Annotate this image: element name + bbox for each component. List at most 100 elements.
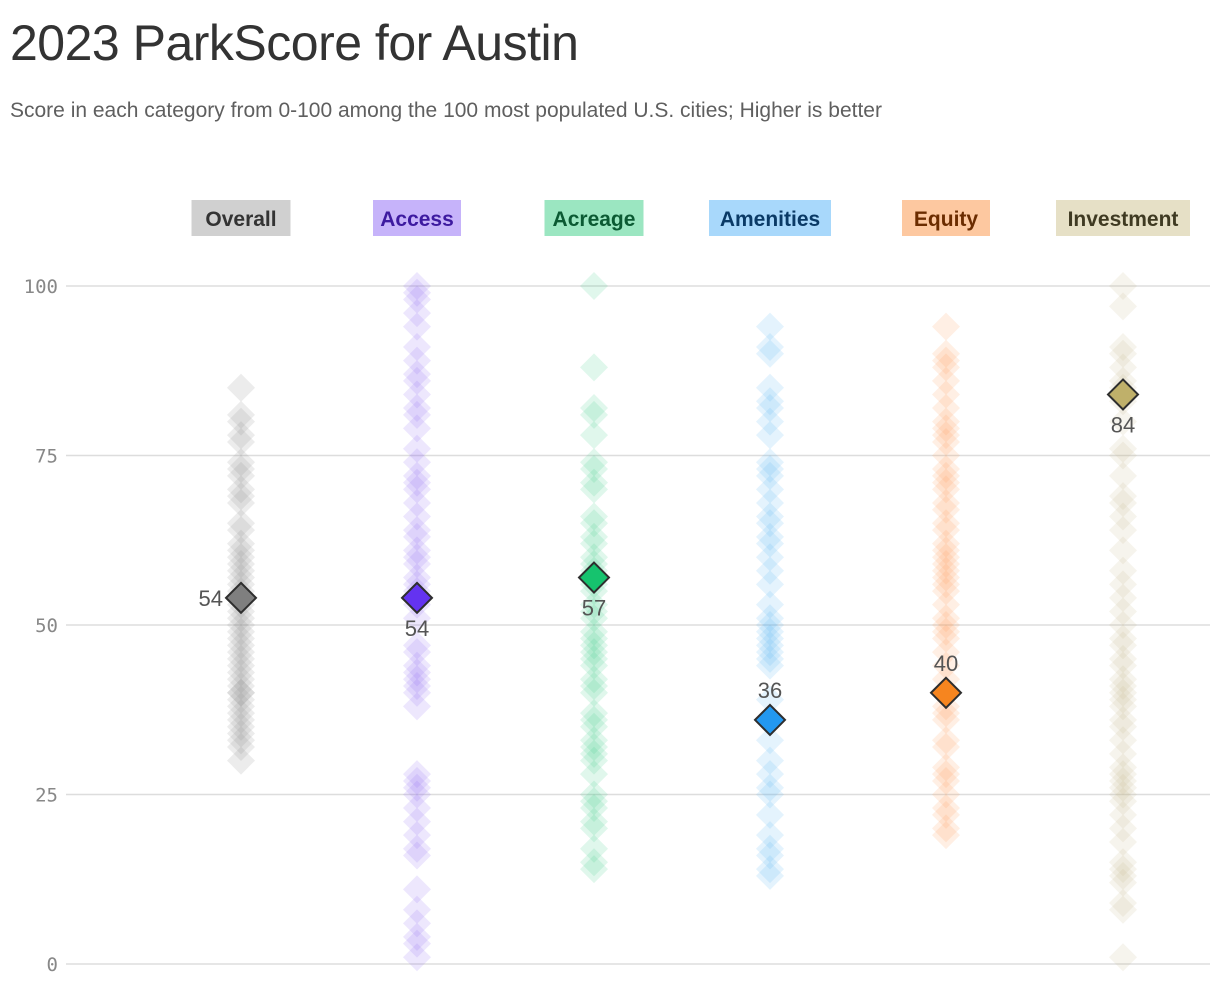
city-dot: [227, 516, 255, 545]
city-dot: [932, 577, 960, 606]
y-tick-label: 75: [35, 446, 58, 468]
city-dot: [1109, 739, 1137, 768]
city-dot: [403, 285, 431, 314]
city-dot: [1109, 556, 1137, 585]
city-dot: [580, 726, 608, 755]
city-dot: [1109, 855, 1137, 884]
austin-value-label: 84: [1111, 412, 1135, 437]
city-dot: [403, 414, 431, 443]
city-dot: [227, 563, 255, 592]
city-dot: [403, 502, 431, 531]
city-dot: [756, 631, 784, 660]
austin-value-label: 36: [758, 678, 782, 703]
city-dot: [227, 685, 255, 714]
category-header-bg: [902, 200, 990, 236]
city-dot: [932, 414, 960, 443]
city-dot: [932, 427, 960, 456]
city-dot: [227, 624, 255, 653]
city-dot: [1109, 943, 1137, 972]
city-dot: [756, 841, 784, 870]
city-dot: [580, 529, 608, 558]
city-dot: [403, 929, 431, 958]
city-dot: [756, 604, 784, 633]
city-dot: [1109, 292, 1137, 321]
city-dot: [227, 455, 255, 484]
y-tick-label: 25: [35, 785, 58, 807]
city-dot: [932, 611, 960, 639]
city-dot: [580, 678, 608, 707]
city-dot: [580, 855, 608, 884]
city-dot: [756, 333, 784, 362]
city-dot: [756, 590, 784, 619]
austin-value-label: 40: [934, 651, 958, 676]
city-dot: [756, 638, 784, 667]
city-dot: [932, 794, 960, 823]
city-dot: [932, 407, 960, 436]
category-header: Amenities: [720, 208, 820, 231]
city-dot: [932, 570, 960, 599]
city-dot: [403, 834, 431, 863]
city-dot: [227, 611, 255, 639]
city-dot: [1109, 461, 1137, 490]
city-dot: [756, 455, 784, 484]
city-dot: [756, 407, 784, 436]
city-dot: [932, 624, 960, 653]
category-header: Equity: [914, 208, 978, 231]
city-dot: [403, 461, 431, 490]
city-dot: [1109, 726, 1137, 755]
city-dot: [756, 834, 784, 863]
city-dot: [756, 339, 784, 368]
city-dot: [580, 543, 608, 572]
city-dot: [580, 353, 608, 382]
city-dot: [756, 746, 784, 775]
city-dot: [932, 651, 960, 680]
city-dot: [932, 536, 960, 565]
city-dot: [1109, 651, 1137, 680]
y-axis-ticks: 0 25 50 75 100: [24, 276, 58, 976]
city-dot: [403, 346, 431, 375]
city-dot: [227, 509, 255, 538]
city-dot: [227, 400, 255, 429]
city-dot: [403, 672, 431, 701]
city-dot: [1109, 339, 1137, 368]
city-dot: [756, 726, 784, 755]
city-dot: [227, 651, 255, 680]
city-dot: [580, 651, 608, 680]
city-dot: [580, 794, 608, 823]
city-dot: [580, 604, 608, 633]
city-dot: [1109, 672, 1137, 701]
category-header-bg: [373, 200, 461, 236]
city-dot: [756, 448, 784, 477]
city-dot: [403, 760, 431, 789]
city-dot: [580, 638, 608, 667]
city-dot: [227, 665, 255, 694]
city-dot: [403, 658, 431, 687]
city-dot: [932, 733, 960, 762]
city-dot: [227, 536, 255, 565]
austin-marker: [577, 561, 611, 594]
city-dot: [756, 760, 784, 789]
city-dot: [403, 522, 431, 551]
y-tick-label: 50: [35, 615, 58, 637]
city-dot: [580, 834, 608, 863]
city-dot: [1109, 611, 1137, 639]
city-dot: [403, 875, 431, 904]
city-dot: [756, 488, 784, 517]
city-dot: [403, 278, 431, 307]
city-dot: [1109, 597, 1137, 626]
austin-marker: [400, 581, 434, 615]
city-dot: [403, 909, 431, 938]
city-dot: [227, 617, 255, 646]
city-dot: [580, 455, 608, 484]
city-dot: [1109, 624, 1137, 653]
austin-value-label: 57: [582, 596, 606, 621]
city-dot: [580, 509, 608, 538]
city-dot: [403, 434, 431, 463]
city-dot: [227, 746, 255, 775]
city-dot: [1109, 800, 1137, 829]
city-dot: [932, 475, 960, 504]
city-dot: [1109, 773, 1137, 802]
city-dot: [1109, 705, 1137, 734]
city-dot: [1109, 692, 1137, 721]
city-dot: [580, 739, 608, 768]
